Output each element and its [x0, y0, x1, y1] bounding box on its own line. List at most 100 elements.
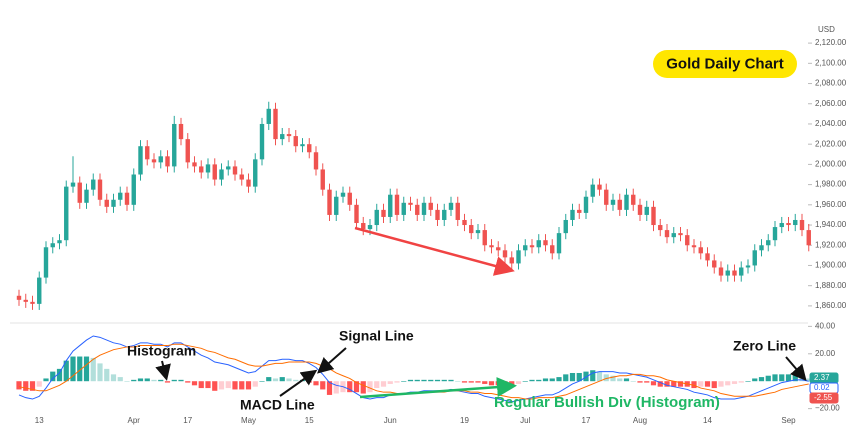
y-tick-label: 1,880.00 [815, 281, 847, 290]
y-tick-label: 1,920.00 [815, 240, 847, 249]
histogram-bar [16, 381, 22, 390]
candle-body [590, 184, 595, 197]
histogram-bar [488, 381, 495, 386]
candle-body [442, 209, 447, 220]
histogram-bar [502, 381, 508, 386]
y-tick-label: 20.00 [815, 349, 836, 358]
candle-body [671, 233, 676, 238]
candle-body [617, 199, 622, 210]
divergence-arrow [354, 226, 515, 276]
candle-body [658, 225, 663, 231]
y-tick-label: 1,960.00 [815, 200, 847, 209]
candle-body [327, 189, 332, 215]
candle-body [266, 108, 271, 124]
candle-body [428, 202, 433, 210]
candle-body [806, 230, 811, 246]
candle-body [232, 166, 238, 175]
candle-body [799, 219, 805, 231]
histogram-bar [225, 381, 231, 389]
histogram-bar [326, 381, 333, 395]
y-tick-label: −20.00 [815, 404, 840, 413]
histogram-bar [549, 378, 555, 382]
histogram-bar [468, 381, 474, 383]
histogram-bar [320, 381, 326, 390]
y-tick-label: 2,040.00 [815, 119, 847, 128]
histogram-bar [272, 378, 279, 382]
candle-body [786, 223, 791, 226]
histogram-bar [394, 381, 400, 383]
candle-body [367, 225, 373, 230]
candle-body [448, 202, 454, 210]
histogram-bar [509, 381, 515, 386]
y-tick-label: 1,980.00 [815, 180, 847, 189]
candle-body [732, 270, 737, 276]
histogram-bar [475, 381, 481, 383]
histogram-bar [765, 375, 771, 382]
histogram-bar [610, 375, 616, 382]
x-tick-label: 17 [183, 416, 192, 425]
candle-body [408, 202, 413, 205]
histogram-bar [522, 381, 528, 382]
price-tag [809, 392, 839, 404]
y-tick-label: 2,120.00 [815, 38, 847, 47]
x-tick-label: 14 [703, 416, 712, 425]
histogram-bar [644, 381, 650, 383]
candle-body [597, 184, 602, 190]
histogram-bar [23, 381, 29, 391]
y-tick-label: 1,940.00 [815, 220, 847, 229]
x-tick-label: 19 [460, 416, 469, 425]
histogram-bar [630, 381, 636, 382]
candle-body [718, 267, 724, 276]
candle-body [394, 194, 400, 215]
candle-body [246, 179, 251, 187]
candle-body [509, 257, 514, 264]
zero-line-label: Zero Line [733, 338, 796, 354]
histogram-bar [758, 377, 765, 382]
histogram-bar [198, 381, 204, 389]
candle-body [550, 245, 555, 254]
histogram-bar [43, 378, 49, 382]
histogram-bar [603, 374, 609, 382]
histogram-bar [353, 381, 360, 393]
histogram-bar [137, 378, 144, 382]
histogram-bar [380, 381, 387, 387]
candle-body [644, 206, 649, 215]
candle-body [475, 230, 481, 234]
x-tick-label: 13 [35, 416, 44, 425]
axis-unit: USD [818, 25, 835, 34]
candle-body [421, 202, 427, 215]
histogram-bar [333, 381, 339, 394]
candle-body [172, 123, 177, 167]
histogram-bar [293, 379, 299, 382]
plot-background [10, 28, 808, 414]
candle-body [766, 240, 771, 246]
x-tick-label: Jun [384, 416, 397, 425]
histogram-bar [428, 379, 434, 382]
bullish-div-arrow [359, 377, 517, 399]
x-tick-label: Jul [520, 416, 530, 425]
histogram-bar [266, 377, 272, 382]
histogram-bar [731, 381, 738, 384]
histogram-bar [806, 378, 812, 382]
candle-body [631, 194, 636, 205]
candle-body [455, 202, 460, 220]
candle-body [725, 270, 730, 276]
candle-body [286, 134, 292, 137]
candle-body [705, 253, 710, 261]
x-tick-label: 15 [305, 416, 314, 425]
candle-body [482, 230, 487, 246]
candle-body [469, 225, 474, 234]
histogram-bar [56, 368, 63, 382]
candle-body [772, 227, 778, 241]
candle-body [340, 192, 346, 197]
histogram-arrow [155, 360, 171, 381]
candle-body [64, 186, 69, 241]
histogram-bar [36, 381, 42, 387]
candle-body [624, 194, 629, 210]
candle-body [529, 245, 535, 248]
candle-body [435, 209, 440, 220]
histogram-bar [306, 381, 312, 383]
histogram-bar [779, 374, 785, 382]
candle-body [664, 230, 670, 238]
